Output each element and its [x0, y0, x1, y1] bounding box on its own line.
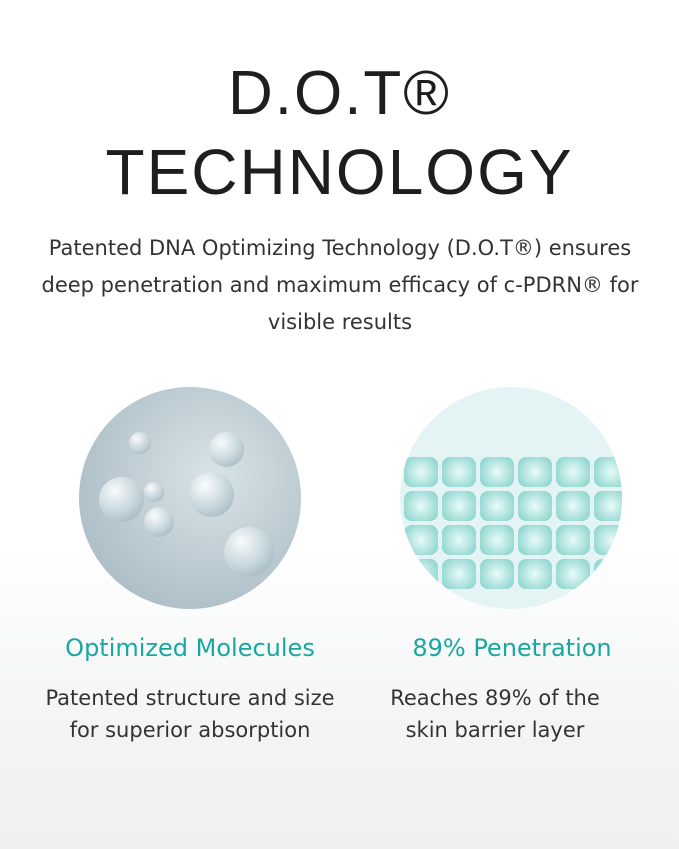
cell [594, 525, 622, 555]
cell [594, 491, 622, 521]
molecule-image [79, 387, 301, 609]
cell [518, 491, 552, 521]
cell [556, 457, 590, 487]
cell [556, 559, 590, 589]
cell [594, 559, 622, 589]
feature-description-penetration: Reaches 89% of the skin barrier layer [390, 686, 600, 742]
feature-heading-penetration: 89% Penetration [412, 634, 612, 662]
cell [556, 491, 590, 521]
cell [404, 525, 438, 555]
cell [480, 525, 514, 555]
cell [480, 559, 514, 589]
feature-heading-molecules: Optimized Molecules [65, 634, 315, 662]
title-line-2: TECHNOLOGY [105, 136, 574, 208]
cell [518, 525, 552, 555]
cell [442, 559, 476, 589]
cell [404, 457, 438, 487]
cell [518, 457, 552, 487]
lab-glassware-background [0, 549, 679, 849]
cell [480, 491, 514, 521]
subtitle: Patented DNA Optimizing Technology (D.O.… [41, 236, 639, 334]
cell [442, 457, 476, 487]
feature-description-molecules: Patented structure and size for superior… [45, 686, 335, 742]
cell [518, 559, 552, 589]
title-line-1: D.O.T® [227, 59, 451, 128]
cell [594, 457, 622, 487]
cell [404, 491, 438, 521]
cell [404, 559, 438, 589]
cell [442, 525, 476, 555]
cell-grid-image [400, 387, 622, 609]
cell [556, 525, 590, 555]
cell [480, 457, 514, 487]
cell [442, 491, 476, 521]
